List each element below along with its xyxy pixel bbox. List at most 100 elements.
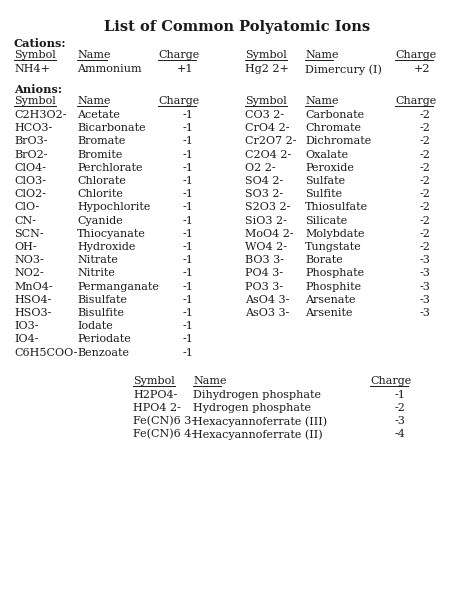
Text: -1: -1	[182, 348, 193, 357]
Text: C6H5COO-: C6H5COO-	[14, 348, 77, 357]
Text: AsO3 3-: AsO3 3-	[245, 308, 289, 318]
Text: Bicarbonate: Bicarbonate	[77, 123, 146, 133]
Text: -2: -2	[419, 216, 430, 226]
Text: HPO4 2-: HPO4 2-	[133, 403, 181, 413]
Text: Iodate: Iodate	[77, 321, 113, 331]
Text: -1: -1	[182, 163, 193, 173]
Text: Sulfite: Sulfite	[305, 189, 342, 199]
Text: OH-: OH-	[14, 242, 36, 252]
Text: Borate: Borate	[305, 255, 343, 265]
Text: Hydroxide: Hydroxide	[77, 242, 136, 252]
Text: Benzoate: Benzoate	[77, 348, 129, 357]
Text: Symbol: Symbol	[245, 50, 287, 60]
Text: Nitrate: Nitrate	[77, 255, 118, 265]
Text: -4: -4	[394, 429, 405, 439]
Text: Cations:: Cations:	[14, 38, 66, 49]
Text: Phosphate: Phosphate	[305, 268, 364, 278]
Text: -3: -3	[419, 281, 430, 292]
Text: Silicate: Silicate	[305, 216, 347, 226]
Text: Charge: Charge	[395, 50, 436, 60]
Text: -1: -1	[182, 335, 193, 345]
Text: -1: -1	[182, 176, 193, 186]
Text: SiO3 2-: SiO3 2-	[245, 216, 287, 226]
Text: Bisulfate: Bisulfate	[77, 295, 127, 305]
Text: Symbol: Symbol	[245, 96, 287, 106]
Text: Tungstate: Tungstate	[305, 242, 362, 252]
Text: Arsenite: Arsenite	[305, 308, 353, 318]
Text: -1: -1	[182, 308, 193, 318]
Text: Oxalate: Oxalate	[305, 150, 348, 159]
Text: Perchlorate: Perchlorate	[77, 163, 143, 173]
Text: Chromate: Chromate	[305, 123, 361, 133]
Text: Symbol: Symbol	[133, 376, 175, 386]
Text: -2: -2	[419, 123, 430, 133]
Text: HCO3-: HCO3-	[14, 123, 52, 133]
Text: Dimercury (I): Dimercury (I)	[305, 64, 382, 75]
Text: -2: -2	[419, 137, 430, 147]
Text: Chlorate: Chlorate	[77, 176, 126, 186]
Text: C2O4 2-: C2O4 2-	[245, 150, 291, 159]
Text: ClO2-: ClO2-	[14, 189, 46, 199]
Text: -3: -3	[394, 416, 405, 426]
Text: Permanganate: Permanganate	[77, 281, 159, 292]
Text: +2: +2	[413, 64, 430, 74]
Text: Hexacyannoferrate (III): Hexacyannoferrate (III)	[193, 416, 327, 427]
Text: -1: -1	[182, 242, 193, 252]
Text: Name: Name	[193, 376, 227, 386]
Text: -1: -1	[182, 281, 193, 292]
Text: Peroxide: Peroxide	[305, 163, 354, 173]
Text: List of Common Polyatomic Ions: List of Common Polyatomic Ions	[104, 20, 370, 34]
Text: Name: Name	[305, 50, 338, 60]
Text: Charge: Charge	[158, 96, 199, 106]
Text: -1: -1	[182, 189, 193, 199]
Text: HSO3-: HSO3-	[14, 308, 51, 318]
Text: -3: -3	[419, 308, 430, 318]
Text: Arsenate: Arsenate	[305, 295, 356, 305]
Text: -2: -2	[419, 189, 430, 199]
Text: -2: -2	[419, 150, 430, 159]
Text: H2PO4-: H2PO4-	[133, 390, 177, 400]
Text: Name: Name	[77, 96, 110, 106]
Text: Acetate: Acetate	[77, 110, 120, 120]
Text: SO3 2-: SO3 2-	[245, 189, 283, 199]
Text: -3: -3	[419, 295, 430, 305]
Text: Molybdate: Molybdate	[305, 229, 365, 239]
Text: NO2-: NO2-	[14, 268, 44, 278]
Text: Charge: Charge	[395, 96, 436, 106]
Text: Symbol: Symbol	[14, 50, 56, 60]
Text: -2: -2	[419, 242, 430, 252]
Text: Phosphite: Phosphite	[305, 281, 361, 292]
Text: Hypochlorite: Hypochlorite	[77, 202, 150, 212]
Text: -3: -3	[419, 268, 430, 278]
Text: Thiocyanate: Thiocyanate	[77, 229, 146, 239]
Text: -1: -1	[182, 110, 193, 120]
Text: PO4 3-: PO4 3-	[245, 268, 283, 278]
Text: BO3 3-: BO3 3-	[245, 255, 284, 265]
Text: Chlorite: Chlorite	[77, 189, 123, 199]
Text: -2: -2	[419, 110, 430, 120]
Text: -2: -2	[419, 202, 430, 212]
Text: -1: -1	[394, 390, 405, 400]
Text: ClO-: ClO-	[14, 202, 39, 212]
Text: MnO4-: MnO4-	[14, 281, 53, 292]
Text: NH4+: NH4+	[14, 64, 50, 74]
Text: Hydrogen phosphate: Hydrogen phosphate	[193, 403, 311, 413]
Text: -1: -1	[182, 255, 193, 265]
Text: Thiosulfate: Thiosulfate	[305, 202, 368, 212]
Text: Name: Name	[305, 96, 338, 106]
Text: Nitrite: Nitrite	[77, 268, 115, 278]
Text: -2: -2	[419, 176, 430, 186]
Text: BrO3-: BrO3-	[14, 137, 47, 147]
Text: AsO4 3-: AsO4 3-	[245, 295, 289, 305]
Text: Ammonium: Ammonium	[77, 64, 142, 74]
Text: -1: -1	[182, 321, 193, 331]
Text: -2: -2	[394, 403, 405, 413]
Text: Symbol: Symbol	[14, 96, 56, 106]
Text: -1: -1	[182, 295, 193, 305]
Text: Periodate: Periodate	[77, 335, 131, 345]
Text: Charge: Charge	[370, 376, 411, 386]
Text: Name: Name	[77, 50, 110, 60]
Text: -2: -2	[419, 229, 430, 239]
Text: ClO4-: ClO4-	[14, 163, 46, 173]
Text: Fe(CN)6 3-: Fe(CN)6 3-	[133, 416, 195, 426]
